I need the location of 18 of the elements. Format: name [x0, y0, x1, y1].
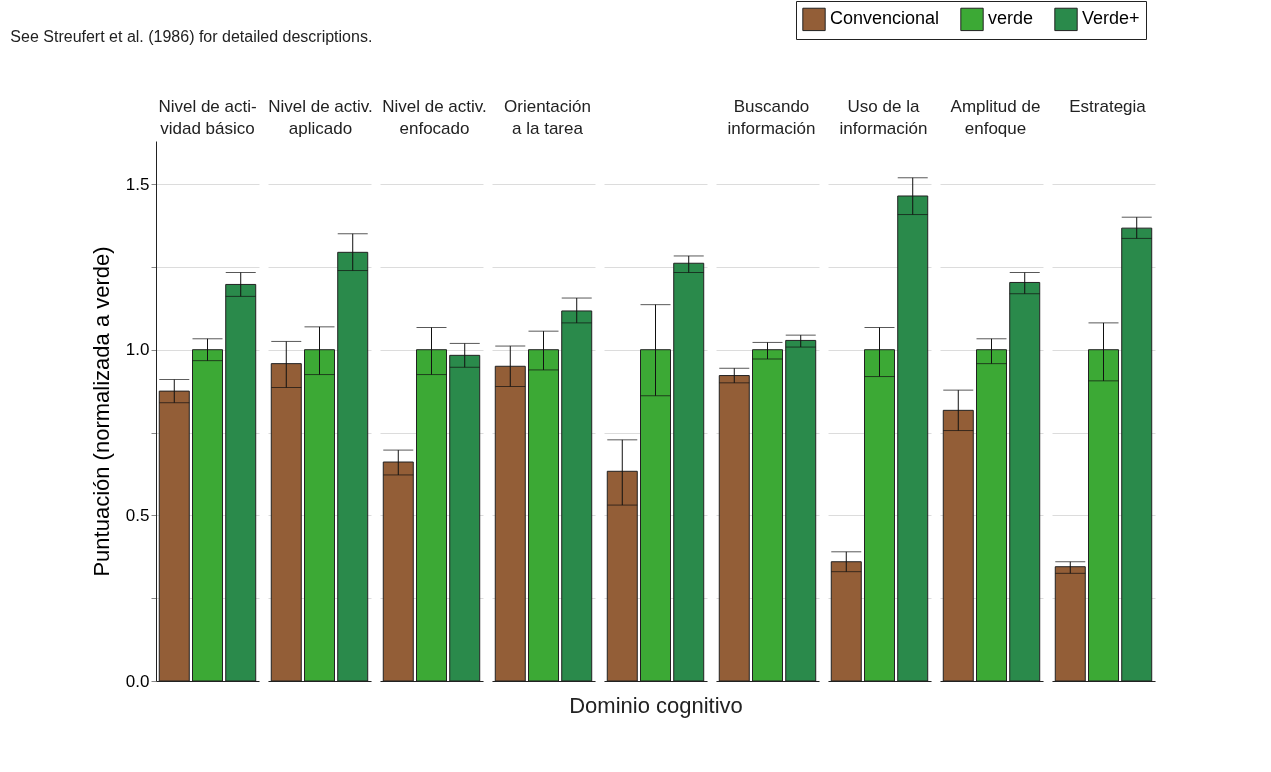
text: See Streufert et al. (1986) for detailed descriptions.	[10, 28, 373, 45]
y-axis-title: Puntuación (normalizada a verde)	[88, 246, 114, 577]
x-axis-title: Dominio cognitivo	[569, 693, 743, 718]
legend-label: Verde+	[1082, 8, 1140, 29]
legend-label: Convencional	[830, 8, 940, 29]
x-tick-label: Nivel de activ. enfocado	[382, 97, 487, 138]
y-tick-label: 1.0	[125, 340, 150, 360]
x-tick-label: Buscando información	[727, 97, 816, 138]
legend-label: verde	[988, 8, 1034, 29]
x-tick-label: Nivel de acti- vidad básico	[158, 97, 257, 138]
x-tick-label: Amplitud de enfoque	[950, 97, 1041, 138]
x-tick-label: Uso de la información	[839, 97, 928, 138]
x-tick-label: Estrategia	[1069, 97, 1147, 116]
y-tick-label: 0.0	[125, 671, 150, 691]
x-tick-label: Orientación a la tarea	[504, 97, 591, 138]
x-tick-label: Nivel de activ. aplicado	[268, 97, 373, 138]
y-tick-label: 0.5	[125, 505, 150, 525]
y-tick-label: 1.5	[125, 174, 150, 194]
